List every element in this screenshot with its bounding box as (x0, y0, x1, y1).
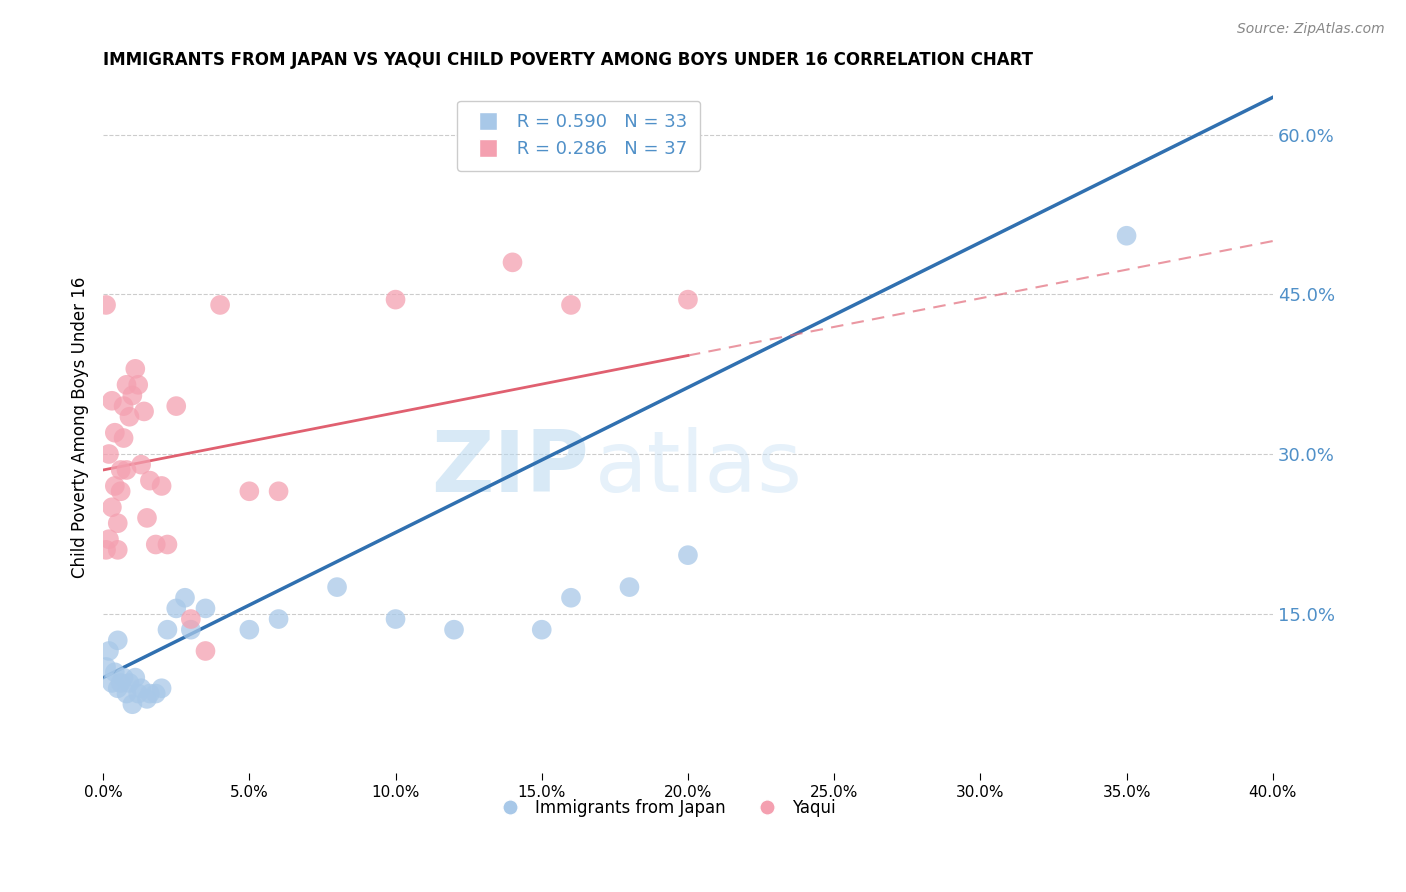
Point (560, 591, 582, 605)
Point (502, 255, 524, 269)
Point (384, 293, 406, 307)
Point (115, 687, 138, 701)
Point (132, 404, 155, 418)
Point (98, 447, 121, 461)
Y-axis label: Child Poverty Among Boys Under 16: Child Poverty Among Boys Under 16 (72, 277, 89, 578)
Point (124, 361, 146, 376)
Point (127, 687, 149, 701)
Point (101, 393, 124, 408)
Point (560, 298, 582, 312)
Point (110, 484, 132, 499)
Point (121, 697, 143, 711)
Point (165, 601, 187, 615)
Text: ZIP: ZIP (430, 427, 589, 510)
Point (101, 676, 124, 690)
Legend: Immigrants from Japan, Yaqui: Immigrants from Japan, Yaqui (486, 793, 842, 824)
Point (118, 409, 141, 424)
Point (104, 665, 127, 680)
Point (174, 591, 197, 605)
Point (118, 676, 141, 690)
Point (94, 298, 117, 312)
Point (180, 623, 202, 637)
Point (145, 537, 167, 551)
Point (267, 484, 290, 499)
Point (676, 548, 699, 562)
Point (98, 532, 121, 546)
Point (384, 612, 406, 626)
Point (530, 623, 553, 637)
Point (129, 458, 152, 472)
Point (1115, 228, 1137, 243)
Point (150, 681, 173, 696)
Point (180, 612, 202, 626)
Point (94, 660, 117, 674)
Point (165, 399, 187, 413)
Point (156, 537, 179, 551)
Point (129, 681, 152, 696)
Point (127, 377, 149, 392)
Point (104, 479, 127, 493)
Point (110, 676, 132, 690)
Point (443, 623, 465, 637)
Point (150, 479, 173, 493)
Point (115, 377, 138, 392)
Point (145, 687, 167, 701)
Point (238, 484, 260, 499)
Point (156, 623, 179, 637)
Point (115, 463, 138, 477)
Point (107, 516, 129, 531)
Text: IMMIGRANTS FROM JAPAN VS YAQUI CHILD POVERTY AMONG BOYS UNDER 16 CORRELATION CHA: IMMIGRANTS FROM JAPAN VS YAQUI CHILD POV… (103, 51, 1033, 69)
Point (676, 293, 699, 307)
Point (619, 580, 641, 594)
Point (136, 692, 159, 706)
Point (121, 388, 143, 402)
Point (326, 580, 349, 594)
Point (139, 687, 162, 701)
Point (110, 463, 132, 477)
Point (107, 633, 129, 648)
Point (194, 644, 217, 658)
Point (104, 425, 127, 440)
Text: atlas: atlas (595, 427, 803, 510)
Point (101, 500, 124, 515)
Point (107, 681, 129, 696)
Point (98, 644, 121, 658)
Point (112, 431, 135, 445)
Point (139, 474, 162, 488)
Point (112, 671, 135, 685)
Point (124, 671, 146, 685)
Text: Source: ZipAtlas.com: Source: ZipAtlas.com (1237, 22, 1385, 37)
Point (94, 542, 117, 557)
Point (209, 298, 232, 312)
Point (194, 601, 217, 615)
Point (107, 542, 129, 557)
Point (267, 612, 290, 626)
Point (238, 623, 260, 637)
Point (112, 399, 135, 413)
Point (136, 511, 159, 525)
